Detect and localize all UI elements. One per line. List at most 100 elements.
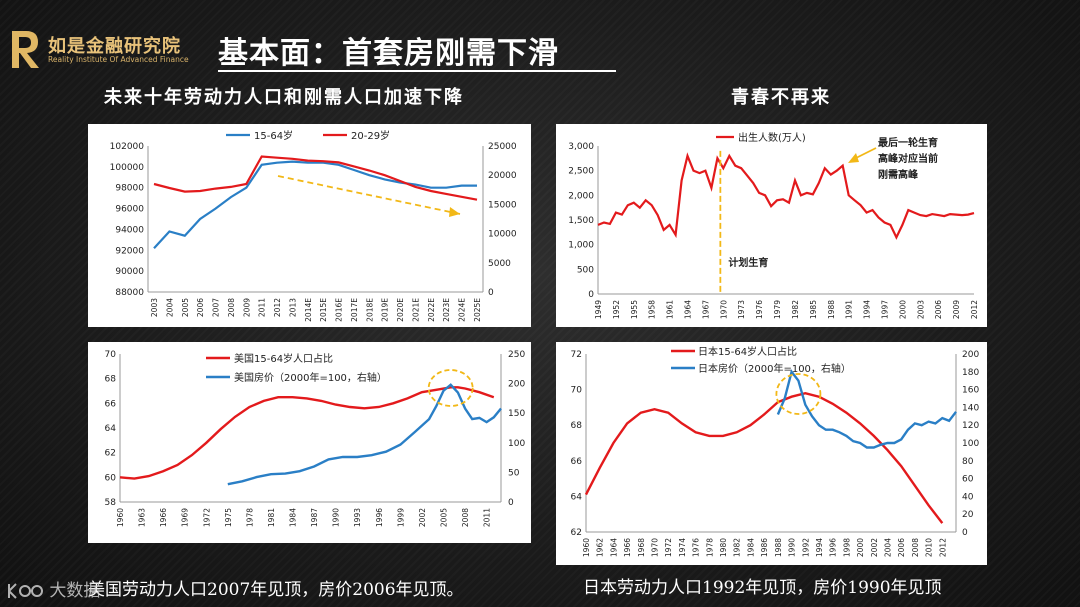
right-axis-tick: 50: [508, 468, 520, 478]
china-labor-chart: 88000 90000 92000 94000 96000 98000 100000 1020…: [88, 124, 531, 327]
x-axis-tick: 2025E: [473, 298, 482, 322]
left-axis-tick: 98000: [115, 184, 144, 194]
left-axis-tick: 1,000: [568, 241, 594, 251]
right-axis-tick: 0: [508, 498, 514, 508]
right-axis-tick: 40: [962, 492, 974, 502]
x-axis-tick: 2019E: [381, 298, 390, 322]
company-logo: 如是金融研究院 Reality Institute Of Advanced Fi…: [8, 28, 208, 72]
left-axis-tick: 500: [577, 265, 594, 275]
right-axis-tick: 200: [962, 350, 979, 360]
x-axis-tick: 1982: [733, 538, 742, 557]
x-axis-tick: 2016E: [335, 298, 344, 322]
us-labor-chart: 58 60 62 64 66 68 70 0 50 100 150 200 250 1960 1963 196…: [88, 342, 531, 543]
left-axis-tick: 68: [105, 375, 117, 385]
x-axis-tick: 1960: [582, 538, 591, 557]
x-axis-tick: 1961: [666, 300, 675, 319]
left-axis-tick: 70: [105, 350, 117, 360]
x-axis-tick: 2011: [258, 298, 267, 317]
right-axis-tick: 120: [962, 421, 979, 431]
x-axis-tick: 1978: [245, 508, 254, 527]
left-axis-tick: 92000: [115, 246, 144, 256]
x-axis-tick: 2024E: [458, 298, 467, 322]
china-births-chart: 0 500 1,000 1,500 2,000 2,500 3,000 1949 1952 195…: [556, 124, 987, 327]
peak-label: 最后一轮生育: [878, 136, 938, 149]
x-axis-tick: 2008: [227, 298, 236, 317]
x-axis-tick: 1985: [809, 300, 818, 319]
x-axis-tick: 1969: [181, 508, 190, 527]
x-axis-tick: 2009: [952, 300, 961, 319]
x-axis-tick: 1975: [224, 508, 233, 527]
us-caption: 美国劳动力人口2007年见顶，房价2006年见顶。: [88, 580, 464, 600]
left-axis-tick: 3,000: [568, 142, 594, 152]
x-axis-tick: 2006: [196, 298, 205, 317]
left-axis-tick: 62: [571, 528, 582, 538]
x-axis-tick: 1990: [332, 508, 341, 527]
left-axis-tick: 66: [571, 457, 583, 467]
left-axis-tick: 0: [588, 290, 594, 300]
x-axis-tick: 1976: [755, 300, 764, 319]
china-labor-plot: 8800090000920009400096000980001000001020…: [110, 129, 517, 322]
watermark-logo-icon: [8, 583, 43, 599]
legend-label: 出生人数(万人): [738, 131, 806, 144]
x-axis-tick: 2021E: [411, 298, 420, 322]
x-axis-tick: 2018E: [365, 298, 374, 322]
x-axis-tick: 2000: [898, 300, 907, 319]
right-axis-tick: 200: [508, 380, 525, 390]
x-axis-tick: 1998: [842, 538, 851, 557]
x-axis-tick: 1970: [719, 300, 728, 319]
right-axis-tick: 80: [962, 457, 974, 467]
right-axis-tick: 20: [962, 510, 974, 520]
x-axis-tick: 1976: [692, 538, 701, 557]
x-axis-tick: 2005: [439, 508, 448, 527]
x-axis-tick: 2008: [461, 508, 470, 527]
watermark: 大数据: [6, 576, 100, 601]
japan-labor-chart: 62 64 66 68 70 72 0 20 40 60 80 100 120 140 160 180 200 1…: [556, 342, 987, 565]
x-axis-tick: 1997: [880, 300, 889, 319]
x-axis-tick: 2009: [242, 298, 251, 317]
right-axis-tick: 100: [508, 439, 525, 449]
x-axis-tick: 1994: [863, 300, 872, 319]
x-axis-tick: 1994: [815, 538, 824, 557]
series-line-blue: [227, 383, 502, 486]
x-axis-tick: 2014E: [304, 298, 313, 322]
x-axis-tick: 2017E: [350, 298, 359, 322]
x-axis-tick: 1972: [664, 538, 673, 557]
trend-arrow-head: [449, 207, 460, 217]
left-axis-tick: 60: [105, 473, 117, 483]
x-axis-tick: 1988: [827, 300, 836, 319]
series-line-red: [119, 386, 495, 480]
logo-subtitle: Reality Institute Of Advanced Finance: [48, 55, 189, 64]
left-axis-tick: 1,500: [568, 216, 594, 226]
x-axis-tick: 1974: [678, 538, 687, 557]
x-axis-tick: 1999: [396, 508, 405, 527]
japan-caption: 日本劳动力人口1992年见顶，房价1990年见顶: [583, 578, 942, 598]
right-axis-tick: 25000: [488, 142, 517, 152]
x-axis-tick: 2005: [181, 298, 190, 317]
x-axis-tick: 1996: [375, 508, 384, 527]
right-axis-tick: 15000: [488, 200, 517, 210]
x-axis-tick: 1963: [138, 508, 147, 527]
left-axis-tick: 64: [571, 492, 583, 502]
series-line-blue: [776, 369, 957, 449]
japan-labor-plot: 62 64 66 68 70 72 0 20 40 60 80 100 120 140 160 180 200 1…: [571, 345, 980, 557]
x-axis-tick: 1964: [609, 538, 618, 557]
x-axis-tick: 1991: [845, 300, 854, 319]
x-axis-tick: 2022E: [427, 298, 436, 322]
x-axis-tick: 1981: [267, 508, 276, 527]
right-axis-tick: 160: [962, 386, 979, 396]
right-axis-tick: 250: [508, 350, 525, 360]
right-axis-tick: 0: [962, 528, 968, 538]
x-axis-tick: 1970: [651, 538, 660, 557]
left-axis-tick: 66: [105, 399, 117, 409]
x-axis-tick: 2004: [165, 298, 174, 317]
x-axis-tick: 2012: [273, 298, 282, 317]
x-axis-tick: 2006: [897, 538, 906, 557]
x-axis-tick: 2013: [288, 298, 297, 317]
left-axis-tick: 2,000: [568, 191, 594, 201]
legend-label: 20-29岁: [351, 129, 390, 142]
x-axis-tick: 1984: [746, 538, 755, 557]
x-axis-tick: 2007: [212, 298, 221, 317]
x-axis-tick: 2023E: [442, 298, 451, 322]
watermark-text: 大数据: [49, 581, 101, 601]
left-axis-tick: 102000: [110, 142, 145, 152]
